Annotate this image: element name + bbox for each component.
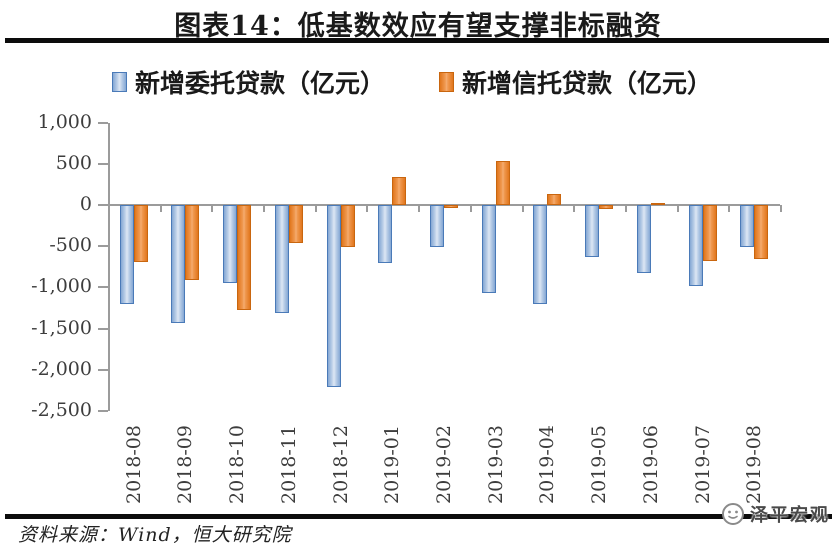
y-axis-tick-label: -1,000 <box>31 275 92 298</box>
y-axis-tick-label: -2,000 <box>31 357 92 380</box>
bar-trust-2018-09 <box>185 205 200 280</box>
x-axis-tick <box>469 205 472 212</box>
y-axis-tick-label: -1,500 <box>31 316 92 339</box>
bar-entrusted-2018-12 <box>326 205 341 388</box>
x-axis-tick <box>314 205 317 212</box>
x-axis-label-2018-08: 2018-08 <box>122 425 145 504</box>
bar-trust-2019-01 <box>392 176 407 205</box>
y-axis-tick <box>98 204 108 206</box>
x-axis-label-2018-12: 2018-12 <box>329 425 352 504</box>
bar-trust-2019-02 <box>443 205 458 209</box>
x-axis-tick <box>676 205 679 212</box>
x-axis-label-2018-10: 2018-10 <box>226 425 249 504</box>
bar-trust-2019-06 <box>650 203 665 205</box>
y-axis-tick <box>98 121 108 124</box>
x-axis-label-2019-05: 2019-05 <box>588 425 611 504</box>
zeping-macro-logo-icon <box>722 503 744 525</box>
x-axis-label-2019-04: 2019-04 <box>536 425 559 504</box>
y-axis-tick <box>98 162 108 165</box>
y-axis-tick-label: 1,000 <box>37 110 92 133</box>
x-axis-label-2019-01: 2019-01 <box>381 425 404 504</box>
x-axis-label-2019-07: 2019-07 <box>691 425 714 504</box>
bar-trust-2019-05 <box>599 205 614 210</box>
x-axis-label-2019-02: 2019-02 <box>432 425 455 504</box>
legend-item-trust-loans: 新增信托贷款（亿元） <box>439 64 712 100</box>
x-axis-label-2019-08: 2019-08 <box>743 425 766 504</box>
legend-item-entrusted-loans: 新增委托贷款（亿元） <box>112 64 385 100</box>
x-axis-tick <box>262 205 265 212</box>
x-axis-tick <box>625 205 627 212</box>
y-axis-tick-label: -500 <box>49 234 92 257</box>
x-axis-label-2018-09: 2018-09 <box>174 425 197 504</box>
y-axis-tick <box>98 245 108 248</box>
bar-trust-2019-04 <box>547 194 562 205</box>
watermark: 泽平宏观 <box>721 501 830 527</box>
page-title: 图表14：低基数效应有望支撑非标融资 <box>174 11 662 42</box>
source-note: 资料来源：Wind，恒大研究院 <box>18 524 292 546</box>
y-axis-tick-label: -2,500 <box>31 399 92 421</box>
x-axis-label-2019-06: 2019-06 <box>639 425 662 504</box>
bar-trust-2018-11 <box>288 205 303 244</box>
x-axis-tick <box>107 205 110 212</box>
x-axis-tick <box>211 205 214 212</box>
legend-label-entrusted-loans: 新增委托贷款（亿元） <box>135 69 386 98</box>
bar-entrusted-2019-05 <box>585 205 600 257</box>
x-axis-tick <box>418 205 421 212</box>
bottom-divider <box>5 514 832 519</box>
y-axis-tick-label: 0 <box>79 193 92 215</box>
bar-entrusted-2019-01 <box>378 205 393 263</box>
y-axis-line <box>108 123 110 411</box>
x-axis-tick <box>366 205 369 212</box>
bar-entrusted-2018-09 <box>171 205 186 324</box>
bar-trust-2019-08 <box>754 205 769 260</box>
chart-legend: 新增委托贷款（亿元） 新增信托贷款（亿元） <box>112 64 712 100</box>
bar-entrusted-2018-08 <box>119 205 134 305</box>
x-axis-label-2018-11: 2018-11 <box>277 425 300 504</box>
bar-trust-2018-10 <box>237 205 252 310</box>
legend-label-trust-loans: 新增信托贷款（亿元） <box>462 69 713 98</box>
bar-entrusted-2018-10 <box>223 205 238 284</box>
bar-entrusted-2019-03 <box>481 205 496 294</box>
bar-entrusted-2019-02 <box>429 205 444 247</box>
legend-swatch-blue-icon <box>112 72 127 92</box>
x-axis-tick <box>728 205 731 212</box>
watermark-text: 泽平宏观 <box>750 505 830 526</box>
x-axis-label-2019-03: 2019-03 <box>484 425 507 504</box>
y-axis-tick-label: 500 <box>55 151 92 174</box>
bar-entrusted-2019-07 <box>688 205 703 287</box>
x-axis-tick <box>573 205 576 212</box>
x-axis-tick <box>159 205 162 212</box>
bar-entrusted-2019-06 <box>636 205 651 274</box>
bar-trust-2018-12 <box>340 205 355 247</box>
bar-trust-2018-08 <box>133 205 148 262</box>
y-axis-tick <box>98 286 108 289</box>
y-axis-tick <box>98 368 108 371</box>
x-axis-tick <box>780 205 783 212</box>
bar-entrusted-2019-04 <box>533 205 548 304</box>
top-divider <box>5 38 829 43</box>
bar-trust-2019-03 <box>495 161 510 205</box>
y-axis-tick <box>98 327 108 330</box>
y-axis-tick <box>98 410 108 412</box>
bar-entrusted-2019-08 <box>740 205 755 248</box>
legend-swatch-orange-icon <box>439 72 455 92</box>
x-axis-tick <box>521 205 524 212</box>
bar-entrusted-2018-11 <box>274 205 289 314</box>
bar-trust-2019-07 <box>702 205 717 261</box>
